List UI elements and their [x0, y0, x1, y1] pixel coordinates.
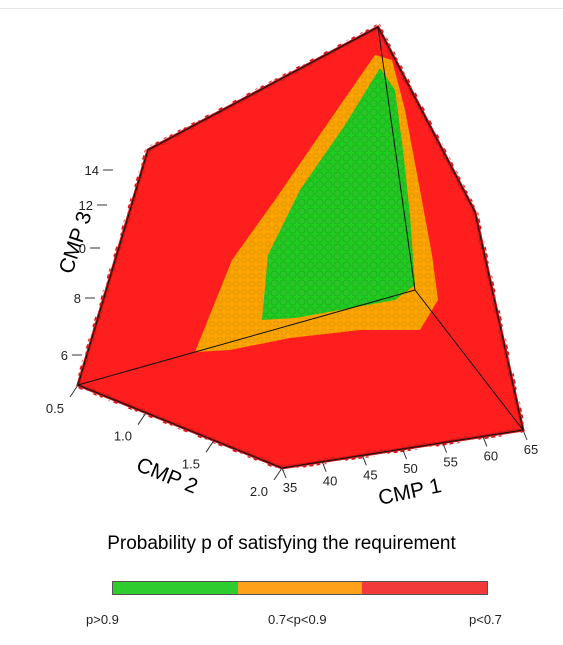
y-tick-0-mark [69, 384, 79, 398]
y-tick-3-label: 2.0 [250, 484, 268, 499]
y-tick-2-label: 1.5 [182, 456, 200, 471]
x-tick-2-label: 45 [363, 467, 377, 482]
y-tick-1-mark [137, 412, 147, 425]
z-tick-1-label: 8 [74, 291, 81, 306]
legend-bar [112, 581, 488, 595]
x-tick-2-mark [361, 455, 367, 466]
x-axis: 35 40 45 50 55 60 65 [281, 429, 538, 495]
top-divider [0, 8, 563, 9]
x-tick-1-label: 40 [323, 474, 337, 489]
z-axis-title: CMP 3 [55, 209, 97, 277]
x-tick-6-mark [522, 429, 528, 441]
legend-label-low: p<0.7 [469, 612, 502, 627]
x-tick-1-mark [321, 461, 327, 472]
x-tick-0-mark [281, 467, 287, 479]
z-tick-4-label: 14 [85, 163, 99, 178]
z-axis: 6 8 .0 12 14 [61, 163, 113, 363]
x-axis-title: CMP 1 [376, 474, 443, 510]
legend-label-high: p>0.9 [86, 612, 119, 627]
cube-chart: 6 8 .0 12 14 0.5 1.0 1.5 2.0 35 40 45 50 55 60 65 CMP… [46, 22, 538, 510]
x-tick-4-mark [442, 442, 448, 453]
legend-swatch-low [362, 582, 488, 594]
region-green-core [262, 68, 415, 320]
y-tick-2-mark [205, 440, 215, 453]
x-tick-4-label: 55 [443, 455, 457, 470]
y-tick-1-label: 1.0 [114, 429, 132, 444]
z-tick-2-label: .0 [75, 241, 86, 256]
x-tick-6-label: 65 [524, 442, 538, 457]
z-tick-3-label: 12 [79, 198, 93, 213]
x-tick-3-mark [402, 448, 407, 460]
x-tick-0-label: 35 [283, 480, 297, 495]
z-tick-0-label: 6 [61, 348, 68, 363]
legend-swatch-high [113, 582, 238, 594]
y-tick-3-mark [273, 467, 283, 481]
legend-label-mid: 0.7<p<0.9 [268, 612, 327, 627]
y-axis: 0.5 1.0 1.5 2.0 [46, 384, 283, 499]
legend-swatch-mid [237, 582, 363, 594]
x-tick-5-label: 60 [484, 448, 498, 463]
legend-caption: Probability p of satisfying the requirem… [107, 533, 456, 554]
x-tick-3-label: 50 [403, 461, 417, 476]
y-tick-0-label: 0.5 [46, 401, 64, 416]
x-tick-5-mark [482, 436, 488, 447]
